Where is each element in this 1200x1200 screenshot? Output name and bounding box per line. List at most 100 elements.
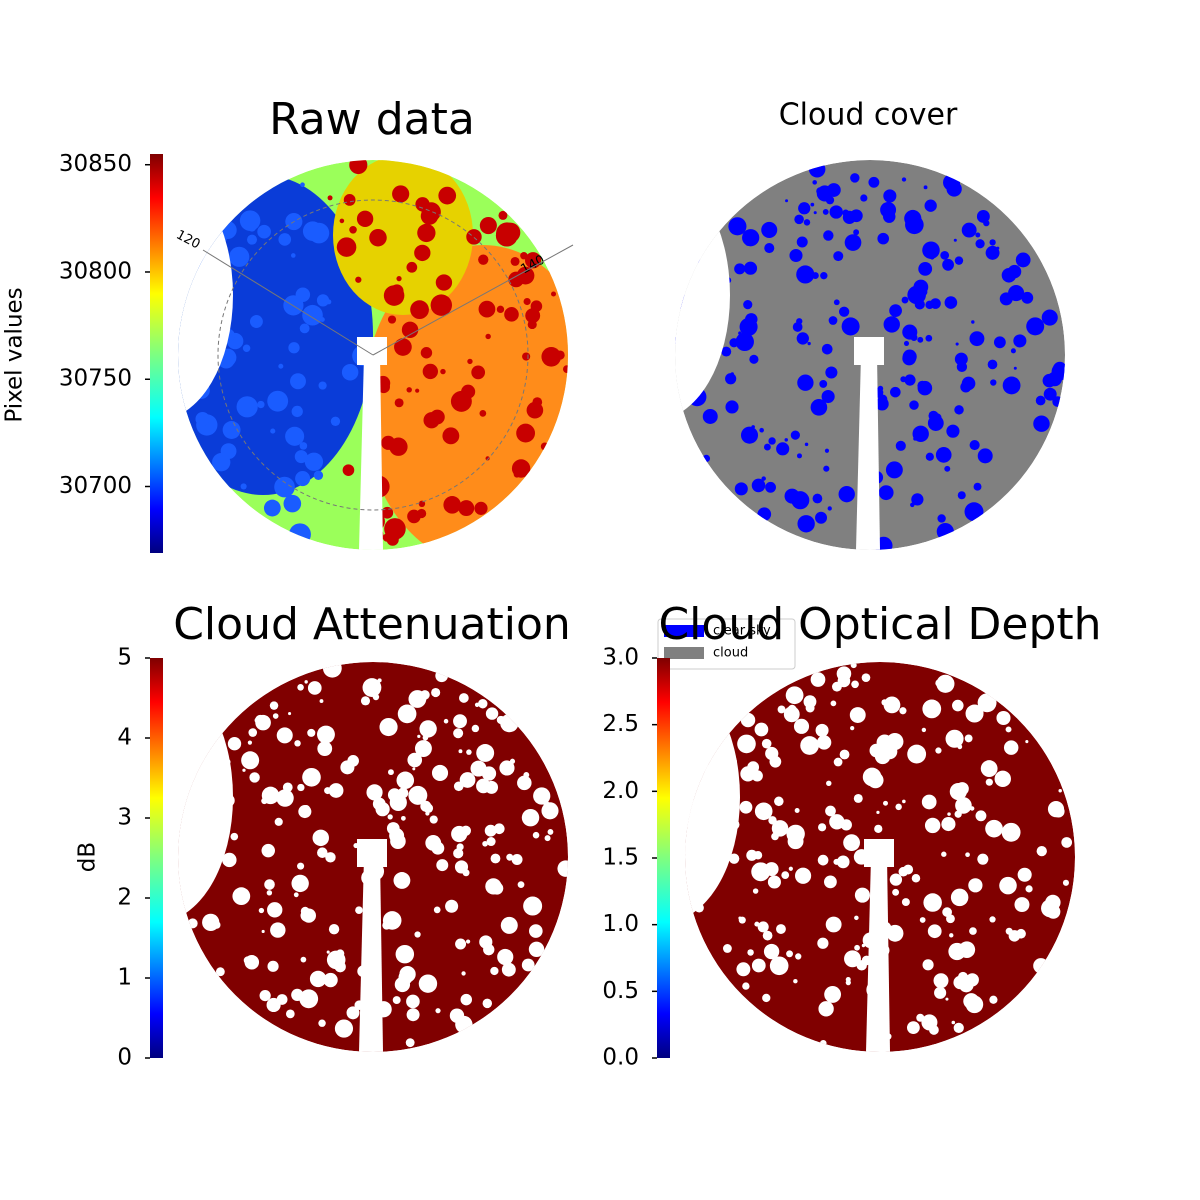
- sky-mask: [357, 337, 387, 365]
- sky-blob: [257, 224, 271, 239]
- sky-blob: [777, 705, 786, 714]
- sky-blob: [771, 832, 779, 841]
- sky-blob: [547, 829, 554, 835]
- sky-blob: [522, 352, 531, 361]
- sky-blob: [317, 725, 335, 744]
- sky-blob: [453, 848, 464, 859]
- sky-blob: [746, 849, 758, 861]
- sky-blob: [297, 684, 304, 691]
- sky-blob: [944, 296, 958, 309]
- sky-blob: [742, 982, 750, 990]
- sky-blob: [954, 405, 964, 415]
- sky-blob: [450, 390, 472, 412]
- sky-blob: [291, 874, 309, 893]
- colorbar-tick-label: 30700: [59, 473, 132, 499]
- sky-blob: [415, 303, 426, 314]
- sky-blob: [830, 700, 837, 707]
- colorbar-tick-label: 1.0: [602, 911, 639, 937]
- sky-blob: [486, 837, 496, 847]
- sky-blob: [1041, 309, 1058, 326]
- panel-title: Raw data: [269, 94, 475, 145]
- sky-blob: [418, 500, 426, 508]
- sky-blob: [810, 672, 826, 687]
- sky-blob: [954, 352, 968, 366]
- sky-blob: [977, 853, 989, 865]
- legend-patch: [664, 647, 704, 659]
- sky-blob: [973, 482, 982, 491]
- sky-blob: [458, 500, 475, 517]
- sky-blob: [302, 221, 323, 242]
- sky-blob: [229, 246, 250, 267]
- sky-blob: [431, 687, 441, 698]
- sky-blob: [953, 975, 967, 990]
- sky-blob: [304, 680, 308, 684]
- sky-blob: [396, 771, 415, 790]
- sky-blob: [264, 879, 275, 890]
- sky-blob: [401, 321, 419, 339]
- sky-blob: [876, 734, 893, 751]
- sky-blob: [187, 918, 198, 929]
- sky-blob: [838, 306, 850, 317]
- sky-blob: [1051, 362, 1065, 381]
- sky-blob: [461, 971, 466, 976]
- sky-blob: [903, 864, 914, 875]
- sky-blob: [527, 319, 537, 330]
- sky-blob: [401, 815, 406, 821]
- sky-blob: [825, 805, 836, 817]
- sky-blob: [791, 491, 810, 510]
- sky-blob: [947, 812, 951, 816]
- sky-blob: [1003, 740, 1019, 755]
- sky-blob: [820, 1039, 827, 1047]
- sky-blob: [349, 160, 368, 175]
- sky-blob: [222, 421, 241, 439]
- sky-blob: [521, 808, 540, 827]
- sky-blob: [312, 829, 329, 847]
- sky-blob: [355, 276, 362, 283]
- panel-title: Cloud cover: [779, 98, 958, 133]
- sky-blob: [523, 896, 543, 916]
- sky-blob: [372, 693, 380, 701]
- sky-blob: [523, 772, 530, 778]
- sky-region: [333, 160, 473, 315]
- sky-blob: [737, 734, 756, 754]
- colorbar-tick-label: 4: [117, 725, 132, 751]
- sky-blob: [728, 217, 747, 236]
- sky-blob: [751, 958, 766, 973]
- sky-blob: [862, 767, 882, 787]
- sky-blob: [952, 699, 964, 712]
- sky-blob: [874, 824, 883, 833]
- sky-blob: [761, 476, 766, 481]
- sky-blob: [904, 209, 922, 228]
- sky-blob: [796, 453, 802, 459]
- sky-blob: [922, 959, 934, 971]
- sky-blob: [478, 699, 488, 709]
- sky-blob: [465, 939, 471, 944]
- sky-blob: [240, 483, 247, 490]
- sky-blob: [751, 862, 771, 882]
- sky-blob: [965, 704, 984, 723]
- sky-blob: [420, 347, 433, 359]
- sky-blob: [290, 373, 306, 390]
- sky-blob: [889, 873, 903, 886]
- sky-blob: [985, 819, 1003, 838]
- sky-blob: [902, 351, 917, 366]
- sky-blob: [821, 389, 835, 404]
- sky-blob: [757, 921, 769, 933]
- sky-blob: [267, 902, 283, 918]
- sky-blob: [827, 506, 832, 511]
- sky-blob: [803, 219, 811, 226]
- sky-blob: [768, 437, 776, 445]
- sky-blob: [890, 386, 901, 398]
- sky-blob: [817, 854, 829, 866]
- sky-blob: [255, 714, 271, 731]
- sky-blob: [466, 229, 482, 245]
- sky-blob: [951, 1020, 956, 1025]
- colorbar-tick-label: 5: [117, 645, 132, 671]
- sky-blob: [883, 189, 897, 203]
- sky-blob: [721, 346, 732, 357]
- sky-blob: [379, 717, 398, 737]
- sky-blob: [435, 1008, 441, 1014]
- sky-blob: [989, 239, 996, 246]
- sky-blob: [481, 766, 497, 781]
